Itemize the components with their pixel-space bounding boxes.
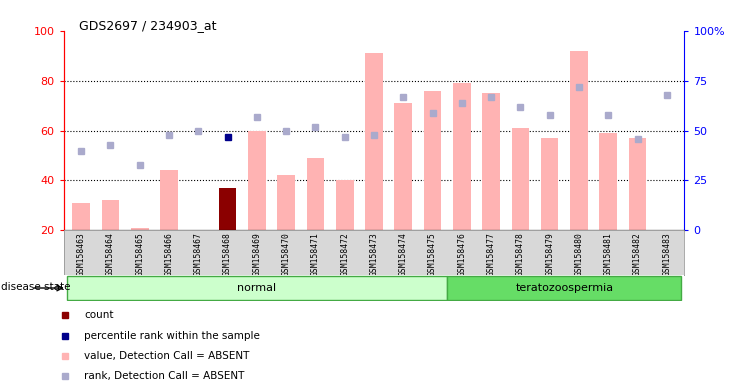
Bar (102, 200, 119, 230)
Bar (629, 138, 646, 230)
Text: normal: normal (237, 283, 277, 293)
Text: GSM158466: GSM158466 (165, 233, 174, 276)
Bar (424, 91, 441, 230)
Text: GSM158478: GSM158478 (516, 233, 525, 276)
Bar (394, 103, 412, 230)
Bar (599, 133, 617, 230)
Bar (365, 53, 383, 230)
Text: GSM158472: GSM158472 (340, 233, 349, 276)
Bar (336, 180, 354, 230)
Bar (278, 175, 295, 230)
Bar (570, 51, 588, 230)
Bar (541, 138, 559, 230)
Text: GSM158470: GSM158470 (282, 233, 291, 276)
FancyBboxPatch shape (67, 276, 447, 300)
Text: GSM158477: GSM158477 (487, 233, 496, 276)
Text: GSM158479: GSM158479 (545, 233, 554, 276)
Text: GSM158480: GSM158480 (574, 233, 583, 276)
FancyBboxPatch shape (447, 276, 681, 300)
Text: GSM158467: GSM158467 (194, 233, 203, 276)
Bar (73, 203, 90, 230)
Bar (160, 170, 178, 230)
Text: GSM158469: GSM158469 (252, 233, 261, 276)
Bar (307, 158, 324, 230)
Text: GSM158464: GSM158464 (106, 233, 115, 276)
Bar (248, 131, 266, 230)
Text: GSM158474: GSM158474 (399, 233, 408, 276)
Text: GSM158471: GSM158471 (311, 233, 320, 276)
Text: count: count (84, 310, 114, 321)
Text: GSM158475: GSM158475 (428, 233, 437, 276)
Text: GSM158473: GSM158473 (370, 233, 378, 276)
Text: value, Detection Call = ABSENT: value, Detection Call = ABSENT (84, 351, 249, 361)
Text: rank, Detection Call = ABSENT: rank, Detection Call = ABSENT (84, 371, 245, 381)
Text: GSM158481: GSM158481 (604, 233, 613, 276)
Bar (512, 128, 529, 230)
Bar (218, 188, 236, 230)
Text: teratozoospermia: teratozoospermia (515, 283, 613, 293)
Text: GSM158468: GSM158468 (223, 233, 232, 276)
Text: GSM158463: GSM158463 (76, 233, 86, 276)
Bar (482, 93, 500, 230)
Text: GSM158476: GSM158476 (457, 233, 466, 276)
Bar (453, 83, 470, 230)
Text: GDS2697 / 234903_at: GDS2697 / 234903_at (79, 19, 216, 32)
Text: GSM158483: GSM158483 (662, 233, 672, 276)
Text: GSM158482: GSM158482 (633, 233, 642, 276)
Text: GSM158465: GSM158465 (135, 233, 144, 276)
Text: disease state: disease state (1, 282, 70, 292)
Bar (131, 228, 149, 230)
Text: percentile rank within the sample: percentile rank within the sample (84, 331, 260, 341)
